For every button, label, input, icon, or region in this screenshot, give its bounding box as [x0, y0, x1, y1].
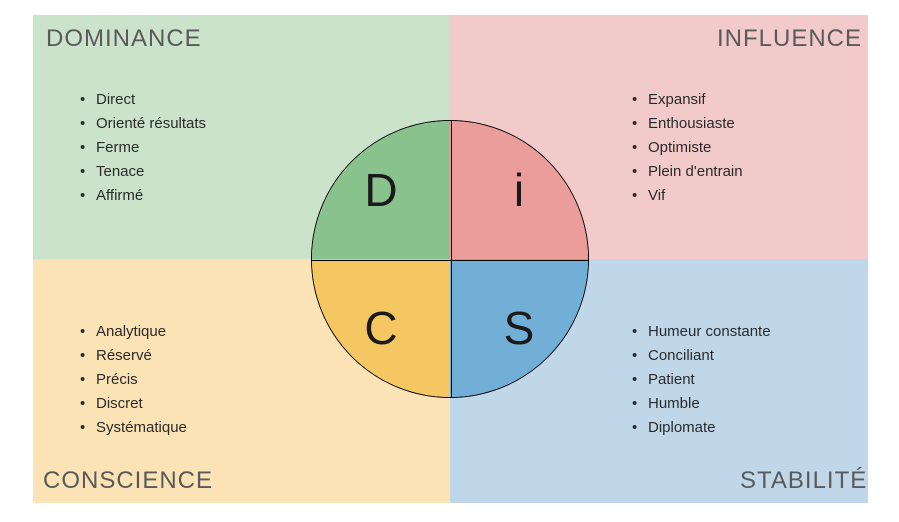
letter-C: C	[364, 301, 397, 355]
traits-S: Humeur constanteConciliantPatientHumbleD…	[632, 320, 771, 440]
trait-item: Systématique	[80, 416, 187, 440]
trait-item: Analytique	[80, 320, 187, 344]
circle-quad-D: D	[312, 121, 450, 259]
letter-S: S	[504, 301, 535, 355]
trait-item: Tenace	[80, 160, 206, 184]
trait-item: Humble	[632, 392, 771, 416]
circle-divider-horizontal	[312, 260, 588, 261]
title-D: DOMINANCE	[46, 25, 202, 53]
disc-diagram: DOMINANCE INFLUENCE CONSCIENCE STABILITÉ…	[0, 0, 899, 522]
trait-item: Précis	[80, 368, 187, 392]
trait-item: Expansif	[632, 88, 743, 112]
trait-item: Vif	[632, 184, 743, 208]
trait-item: Diplomate	[632, 416, 771, 440]
letter-D: D	[364, 163, 397, 217]
trait-item: Discret	[80, 392, 187, 416]
trait-item: Conciliant	[632, 344, 771, 368]
trait-item: Réservé	[80, 344, 187, 368]
circle-quad-C: C	[312, 259, 450, 397]
trait-item: Ferme	[80, 136, 206, 160]
trait-item: Optimiste	[632, 136, 743, 160]
traits-D: DirectOrienté résultatsFermeTenaceAffirm…	[80, 88, 206, 208]
trait-item: Direct	[80, 88, 206, 112]
trait-item: Enthousiaste	[632, 112, 743, 136]
trait-item: Patient	[632, 368, 771, 392]
title-i: INFLUENCE	[717, 25, 862, 53]
disc-circle: D i C S	[311, 120, 589, 398]
trait-item: Plein d'entrain	[632, 160, 743, 184]
trait-item: Affirmé	[80, 184, 206, 208]
trait-item: Humeur constante	[632, 320, 771, 344]
title-S: STABILITÉ	[740, 467, 867, 495]
trait-item: Orienté résultats	[80, 112, 206, 136]
traits-i: ExpansifEnthousiasteOptimistePlein d'ent…	[632, 88, 743, 208]
circle-quad-S: S	[450, 259, 588, 397]
circle-quad-i: i	[450, 121, 588, 259]
traits-C: AnalytiqueRéservéPrécisDiscretSystématiq…	[80, 320, 187, 440]
diagram-frame: DOMINANCE INFLUENCE CONSCIENCE STABILITÉ…	[33, 15, 868, 503]
title-C: CONSCIENCE	[43, 467, 213, 495]
letter-i: i	[514, 163, 524, 217]
